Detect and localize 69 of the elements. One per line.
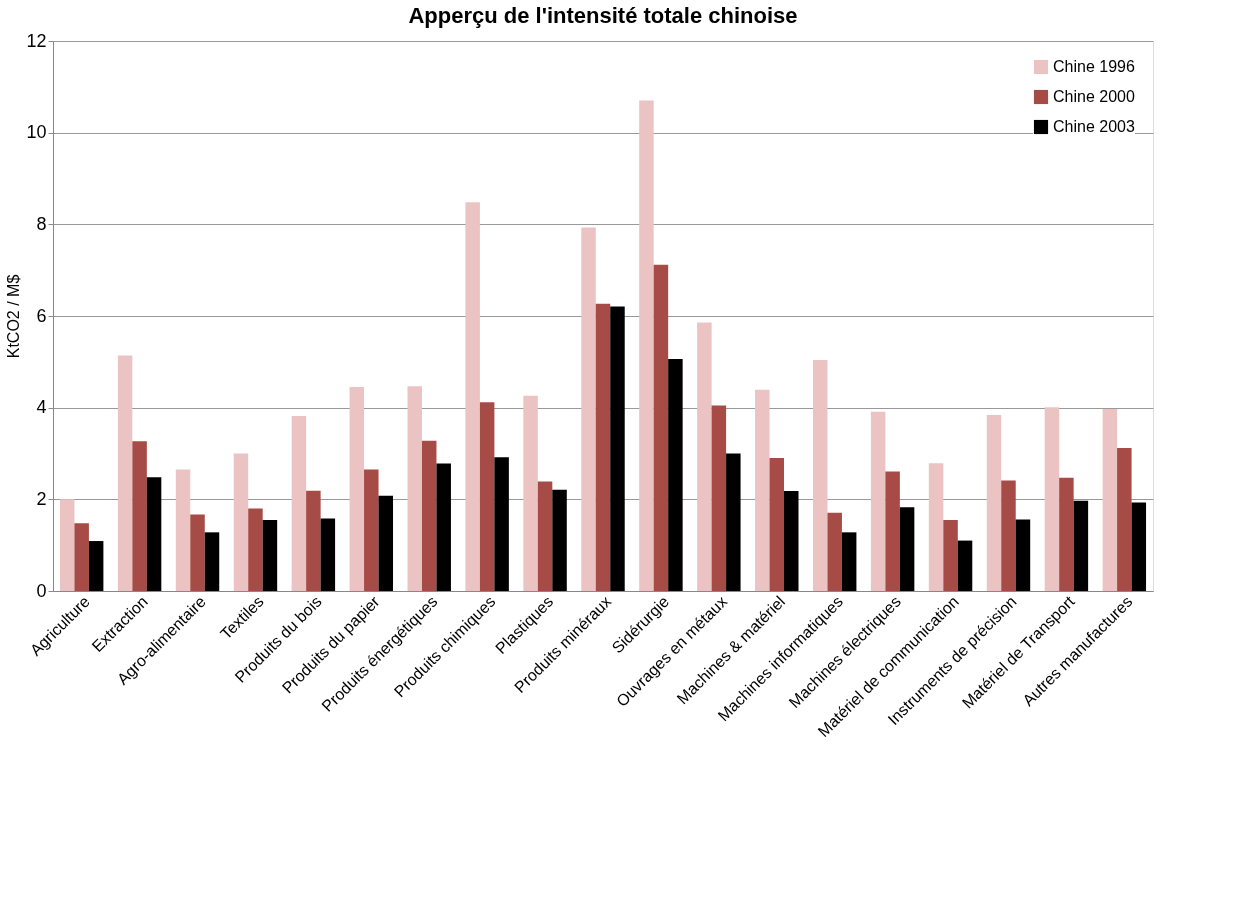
y-tick-label: 6 [36,305,47,326]
bar [697,322,712,591]
bar [248,508,263,591]
y-tick-label: 2 [36,488,47,509]
bar [349,387,365,591]
bar [190,514,205,591]
legend-label: Chine 1996 [1053,58,1135,75]
bar [668,359,683,591]
bar [132,441,147,591]
bar [552,489,567,591]
bar [1044,407,1060,591]
bar [479,402,495,591]
bar [537,481,553,591]
bar [899,507,915,591]
y-tick-label: 8 [36,213,47,234]
bar [1117,448,1132,591]
bar [378,495,394,591]
bar [1015,519,1031,591]
bar [755,389,770,591]
bar [885,471,900,591]
bar [1102,409,1118,591]
bar [610,306,625,591]
bar [320,518,336,591]
bar [74,523,89,591]
legend-label: Chine 2000 [1053,88,1135,105]
bar [465,202,480,591]
bar [59,499,75,591]
bar [117,355,133,591]
legend-label: Chine 2003 [1053,118,1135,135]
bar [812,360,828,591]
bar [726,453,741,591]
bar [523,395,538,591]
bar [957,540,973,591]
bar [306,490,321,591]
bar [581,227,596,591]
chart-title: Apperçu de l'intensité totale chinoise [408,3,798,28]
bar [175,469,191,591]
bar [262,519,278,591]
bar [421,440,437,591]
bar [204,532,220,591]
bar [870,411,886,591]
bar [233,453,249,591]
bar [407,386,422,591]
bar [1073,500,1089,591]
bar [841,532,857,591]
bar [1001,480,1016,591]
bar [653,264,669,591]
y-tick-label: 10 [26,122,47,143]
y-tick-label: 0 [36,580,47,601]
bar [1059,477,1074,591]
bar [88,541,104,591]
bar [364,469,379,591]
bar [639,100,654,591]
bar [943,519,958,591]
bar [494,457,509,591]
bar [291,415,307,591]
bar [827,512,842,591]
bar [436,463,451,591]
bar [146,477,162,591]
bar [1131,502,1147,591]
bar [986,415,1002,591]
bar [928,463,944,591]
bar [784,491,799,591]
bar [769,458,785,591]
y-tick-label: 12 [26,30,47,51]
bar [595,303,611,591]
bar [711,405,727,591]
y-tick-label: 4 [36,397,47,418]
y-axis-title: KtCO2 / M$ [5,274,23,359]
